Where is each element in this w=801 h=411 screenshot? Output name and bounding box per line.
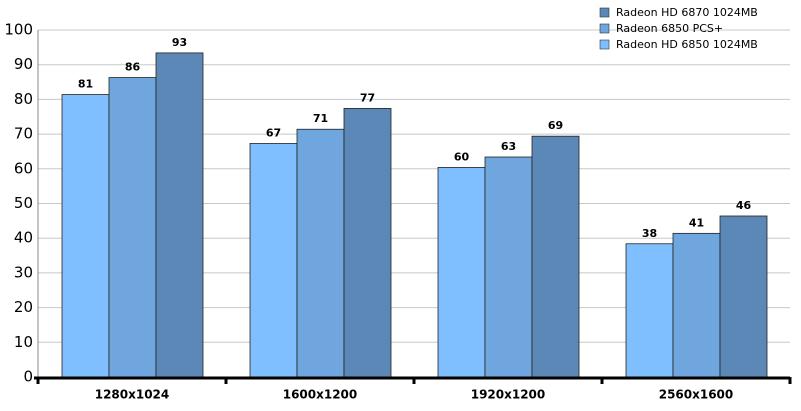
bar: [719, 215, 768, 378]
legend-swatch: [599, 7, 610, 18]
bar: [672, 232, 721, 378]
legend-label: Radeon HD 6870 1024MB: [616, 6, 758, 19]
bar: [531, 135, 580, 378]
value-label: 63: [501, 140, 516, 153]
y-tick-label: 60: [14, 159, 33, 177]
value-label: 46: [736, 199, 752, 212]
value-label: 67: [266, 126, 281, 139]
x-tick-label: 1280x1024: [95, 388, 170, 402]
value-label: 38: [642, 227, 657, 240]
bar: [296, 128, 345, 378]
legend-swatch: [599, 39, 610, 50]
y-tick-label: 50: [14, 194, 33, 212]
value-label: 60: [454, 150, 470, 163]
legend-swatch: [599, 23, 610, 34]
bar: [625, 243, 674, 378]
legend-label: Radeon 6850 PCS+: [616, 22, 723, 35]
value-label: 77: [360, 91, 375, 104]
value-label: 71: [313, 112, 328, 125]
y-tick-label: 80: [14, 90, 33, 108]
y-tick-label: 40: [14, 229, 33, 247]
bar: [484, 156, 533, 378]
value-label: 86: [125, 61, 141, 74]
legend-label: Radeon HD 6850 1024MB: [616, 38, 758, 51]
y-tick-label: 90: [14, 55, 33, 73]
value-label: 93: [172, 36, 187, 49]
y-tick-label: 70: [14, 125, 33, 143]
bar: [343, 108, 392, 378]
y-tick-label: 100: [4, 21, 33, 39]
x-tick-label: 2560x1600: [659, 388, 734, 402]
x-tick-label: 1600x1200: [283, 388, 358, 402]
bar: [61, 94, 110, 378]
value-label: 41: [689, 216, 704, 229]
bar: [155, 52, 204, 378]
value-label: 81: [78, 78, 93, 91]
y-tick-label: 0: [23, 368, 33, 386]
y-tick-label: 20: [14, 298, 33, 316]
y-tick-label: 30: [14, 263, 33, 281]
bar: [249, 143, 298, 378]
y-tick-label: 10: [14, 333, 33, 351]
x-tick-label: 1920x1200: [471, 388, 546, 402]
bar: [437, 167, 486, 378]
bar: [108, 77, 157, 378]
value-label: 69: [548, 119, 563, 132]
